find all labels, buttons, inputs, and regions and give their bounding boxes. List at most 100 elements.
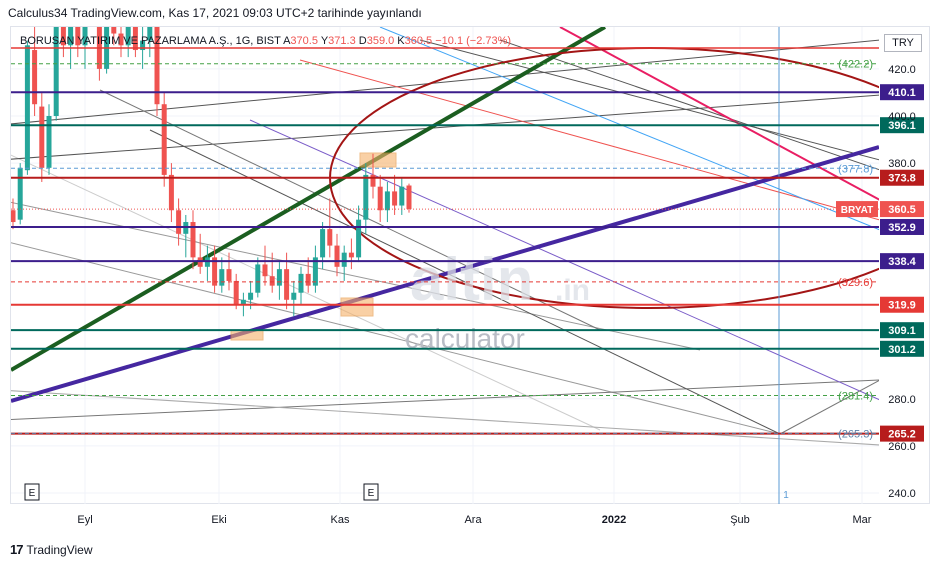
vertical-marker-label: 1 [783, 490, 789, 501]
dashed-level-label: (422.2) [838, 59, 873, 71]
candle-body [392, 191, 398, 206]
dashed-level-label: (377.8) [838, 163, 873, 175]
price-tick-label: 400.0 [888, 111, 916, 123]
watermark-suffix: .in [555, 274, 590, 307]
candle-body [32, 50, 38, 105]
candle-body [53, 27, 59, 116]
level-label: 396.1 [888, 120, 916, 132]
trend-line [249, 119, 879, 401]
candle-body [212, 257, 218, 286]
dashed-level-label: (281.4) [838, 390, 873, 402]
level-label: 301.2 [888, 344, 916, 356]
close-label: K [397, 35, 405, 47]
candle-body [147, 27, 153, 41]
candle-body [11, 210, 16, 223]
candle-body [190, 222, 196, 258]
level-label: 338.4 [888, 256, 916, 268]
trend-line [11, 379, 879, 421]
trend-line [11, 94, 879, 160]
candle-body [305, 273, 311, 286]
high-label: Y [320, 35, 329, 47]
candle-body [312, 257, 318, 286]
level-label: 265.2 [888, 429, 916, 441]
open-value: 370.5 [290, 35, 318, 47]
candle-body [320, 229, 326, 258]
symbol-name: BORUSAN YATIRIM VE PAZARLAMA A.Ş., 1G, B… [20, 35, 281, 47]
candle-body [356, 219, 362, 258]
candle-body [46, 116, 52, 168]
time-tick-label: Şub [730, 514, 750, 526]
candle-body [284, 269, 290, 300]
candle-body [233, 280, 239, 305]
candle-body [68, 27, 74, 46]
low-value: 359.0 [366, 35, 395, 47]
candle-body [17, 167, 23, 220]
price-tick-label: 420.0 [888, 64, 916, 76]
time-tick-label: Eki [211, 514, 226, 526]
candle-body [90, 0, 95, 10]
symbol-tag-bg [836, 201, 878, 218]
level-label-bg [880, 169, 924, 186]
level-label-bg [880, 340, 924, 357]
earnings-event-label: E [368, 488, 375, 499]
time-tick-label: Ara [464, 514, 482, 526]
level-label-bg [880, 117, 924, 134]
candle-body [327, 229, 333, 246]
time-axis[interactable]: Eyl Eki Kas Ara 2022 Şub Mar E E 1 [24, 483, 872, 526]
trend-line [299, 59, 879, 221]
candle-body [240, 299, 246, 305]
trend-line [11, 39, 879, 125]
tradingview-logo-icon: 17 [10, 542, 24, 557]
level-label: 352.9 [888, 222, 916, 234]
time-tick-label: Eyl [77, 514, 92, 526]
trend-line [149, 129, 781, 435]
candle-body [39, 106, 45, 168]
trend-line [419, 39, 879, 161]
trend-line [559, 27, 879, 201]
purple-trendline [11, 145, 879, 403]
level-label-bg [880, 84, 924, 101]
highlight-box [340, 297, 374, 317]
level-label-bg [880, 322, 924, 339]
time-tick-label: 2022 [602, 514, 626, 526]
trend-line [11, 390, 879, 446]
currency-button[interactable]: TRY [884, 34, 922, 52]
level-label: 319.9 [888, 300, 916, 312]
watermark-brand: altin [410, 246, 533, 313]
earnings-event-icon [363, 483, 379, 501]
candle-body [262, 264, 268, 277]
highlight-box [359, 152, 397, 168]
candle-body [248, 292, 254, 300]
low-label: D [358, 35, 367, 47]
change-value: −10.1 (−2.73%) [435, 35, 512, 47]
candle-body [348, 252, 354, 258]
dashed-level-label: (265.3) [838, 428, 873, 440]
candle-body [298, 273, 304, 293]
trend-line [499, 39, 879, 171]
footer: 17 TradingView [10, 542, 93, 557]
trend-line [379, 27, 879, 231]
candle-body [370, 174, 376, 187]
price-tick-label: 280.0 [888, 394, 916, 406]
symbol-legend: BORUSAN YATIRIM VE PAZARLAMA A.Ş., 1G, B… [20, 35, 511, 47]
candle-body [82, 27, 88, 46]
green-trendline [11, 27, 607, 372]
level-label-bg [880, 296, 924, 313]
level-label: 410.1 [888, 87, 916, 99]
candle-body [377, 186, 383, 211]
candle-body [341, 252, 347, 267]
symbol-tag: BRYAT [841, 205, 873, 216]
price-axis[interactable]: 410.1 396.1 373.8 352.9 338.4 319.9 309.1 301.2… [880, 64, 924, 500]
candle-body [24, 45, 30, 171]
candle-body [118, 33, 124, 46]
earnings-event-icon [24, 483, 40, 501]
candle-body [60, 27, 66, 46]
trend-line [11, 242, 781, 435]
chart-frame [10, 26, 930, 504]
price-levels: (422.2) (377.8) (329.6) (281.4) (265.3) BRYAT [11, 47, 879, 440]
earnings-event-label: E [29, 488, 36, 499]
level-label: 309.1 [888, 325, 916, 337]
candle-body [276, 269, 282, 286]
highlight-box [230, 329, 264, 341]
